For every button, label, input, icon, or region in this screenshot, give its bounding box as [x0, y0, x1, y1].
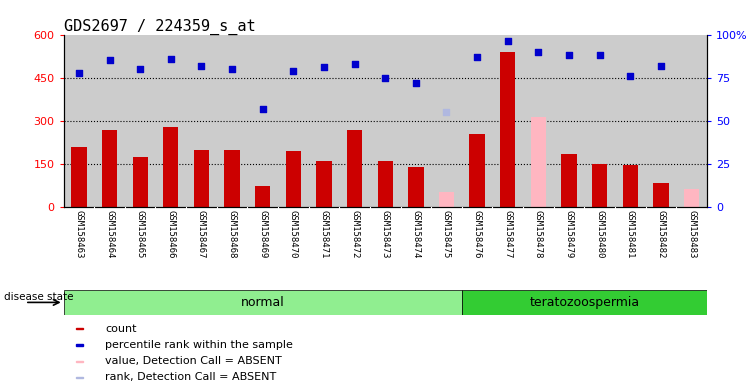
- Bar: [676, 35, 707, 207]
- Text: GSM158480: GSM158480: [595, 210, 604, 258]
- Text: GSM158470: GSM158470: [289, 210, 298, 258]
- Bar: [378, 161, 393, 207]
- Bar: [125, 35, 156, 207]
- Bar: [531, 117, 546, 207]
- Point: [134, 66, 146, 72]
- Bar: [64, 35, 94, 207]
- Text: GSM158481: GSM158481: [626, 210, 635, 258]
- Text: GSM158482: GSM158482: [657, 210, 666, 258]
- Bar: [186, 35, 217, 207]
- Text: value, Detection Call = ABSENT: value, Detection Call = ABSENT: [105, 356, 282, 366]
- Bar: [94, 35, 125, 207]
- Bar: [194, 150, 209, 207]
- Bar: [64, 290, 462, 315]
- Bar: [470, 134, 485, 207]
- Bar: [340, 35, 370, 207]
- Point: [103, 58, 115, 64]
- Bar: [316, 161, 331, 207]
- Bar: [646, 35, 676, 207]
- Point: [287, 68, 299, 74]
- Point: [502, 38, 514, 45]
- Text: GSM158472: GSM158472: [350, 210, 359, 258]
- Text: GSM158463: GSM158463: [74, 210, 83, 258]
- Point: [410, 80, 422, 86]
- Text: GSM158476: GSM158476: [473, 210, 482, 258]
- Text: GSM158478: GSM158478: [534, 210, 543, 258]
- Bar: [400, 35, 431, 207]
- Bar: [554, 35, 584, 207]
- Text: disease state: disease state: [4, 291, 73, 302]
- Bar: [224, 150, 239, 207]
- Bar: [439, 192, 454, 207]
- Text: GSM158479: GSM158479: [565, 210, 574, 258]
- Point: [73, 70, 85, 76]
- Text: GSM158474: GSM158474: [411, 210, 420, 258]
- Text: rank, Detection Call = ABSENT: rank, Detection Call = ABSENT: [105, 372, 277, 382]
- Text: GSM158467: GSM158467: [197, 210, 206, 258]
- Point: [563, 52, 575, 58]
- Bar: [278, 35, 309, 207]
- Bar: [615, 35, 646, 207]
- Bar: [217, 35, 248, 207]
- Bar: [102, 130, 117, 207]
- Bar: [408, 167, 423, 207]
- Point: [471, 54, 483, 60]
- Point: [195, 63, 207, 69]
- Text: GSM158483: GSM158483: [687, 210, 696, 258]
- Text: GSM158465: GSM158465: [135, 210, 144, 258]
- Text: teratozoospermia: teratozoospermia: [530, 296, 640, 309]
- Text: count: count: [105, 324, 137, 334]
- Text: GSM158466: GSM158466: [166, 210, 175, 258]
- Bar: [347, 130, 362, 207]
- Point: [655, 63, 667, 69]
- Bar: [500, 52, 515, 207]
- Bar: [370, 35, 400, 207]
- Bar: [592, 164, 607, 207]
- Bar: [255, 186, 270, 207]
- Point: [625, 73, 637, 79]
- Bar: [492, 35, 523, 207]
- Bar: [584, 35, 615, 207]
- Text: GSM158471: GSM158471: [319, 210, 328, 258]
- Text: GSM158468: GSM158468: [227, 210, 236, 258]
- Point: [165, 56, 177, 62]
- Text: percentile rank within the sample: percentile rank within the sample: [105, 340, 293, 350]
- Bar: [156, 35, 186, 207]
- Point: [533, 49, 545, 55]
- Point: [257, 106, 269, 112]
- Bar: [462, 290, 707, 315]
- Point: [379, 75, 391, 81]
- Text: GSM158475: GSM158475: [442, 210, 451, 258]
- Text: GSM158469: GSM158469: [258, 210, 267, 258]
- Text: GSM158464: GSM158464: [105, 210, 114, 258]
- Bar: [76, 361, 82, 362]
- Bar: [132, 157, 148, 207]
- Bar: [622, 165, 638, 207]
- Text: GDS2697 / 224359_s_at: GDS2697 / 224359_s_at: [64, 18, 255, 35]
- Bar: [561, 154, 577, 207]
- Text: GSM158473: GSM158473: [381, 210, 390, 258]
- Point: [318, 65, 330, 71]
- Bar: [76, 328, 82, 329]
- Point: [594, 52, 606, 58]
- Bar: [71, 147, 87, 207]
- Text: normal: normal: [241, 296, 284, 309]
- Point: [226, 66, 238, 72]
- Bar: [653, 183, 669, 207]
- Bar: [523, 35, 554, 207]
- Bar: [286, 151, 301, 207]
- Point: [349, 61, 361, 67]
- Bar: [163, 127, 179, 207]
- Bar: [431, 35, 462, 207]
- Bar: [248, 35, 278, 207]
- Text: GSM158477: GSM158477: [503, 210, 512, 258]
- Bar: [309, 35, 340, 207]
- Point: [441, 109, 453, 116]
- Bar: [76, 344, 82, 346]
- Bar: [684, 189, 699, 207]
- Bar: [462, 35, 492, 207]
- Bar: [76, 377, 82, 378]
